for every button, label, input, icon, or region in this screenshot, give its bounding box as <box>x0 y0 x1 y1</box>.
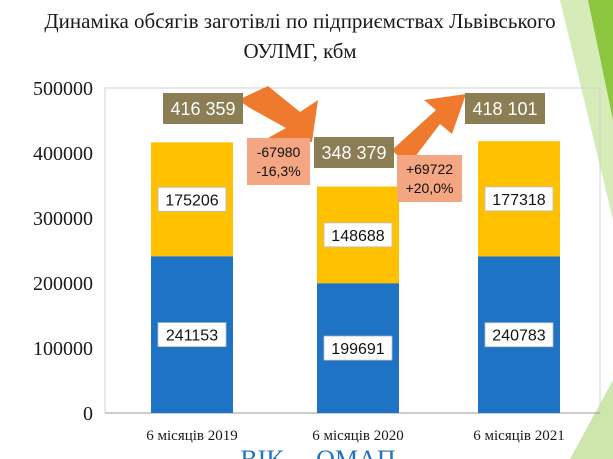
data-label: 240783 <box>492 328 545 345</box>
arrow-decrease-icon <box>238 86 318 142</box>
x-tick-label: 6 місяців 2021 <box>473 428 565 444</box>
total-label: 418 101 <box>472 99 537 119</box>
change-box <box>397 155 462 202</box>
total-box <box>314 137 394 168</box>
arrow-increase-icon <box>392 94 466 166</box>
total-box <box>163 93 243 124</box>
data-label: 241153 <box>166 328 218 345</box>
y-tick-label: 200000 <box>33 273 93 295</box>
change-box <box>247 138 310 185</box>
data-label: 175206 <box>165 192 218 209</box>
total-label: 348 379 <box>321 143 386 163</box>
chart-title: Динаміка обсягів заготівлі по підприємст… <box>0 6 600 66</box>
change-absolute-label: +69722 <box>406 161 453 177</box>
y-tick-label: 400000 <box>33 143 93 165</box>
x-tick-label: 6 місяців 2020 <box>312 428 404 444</box>
total-box <box>465 93 545 124</box>
data-label-box <box>157 186 227 212</box>
data-label-box <box>323 222 393 248</box>
x-tick-label: 6 місяців 2019 <box>146 428 238 444</box>
data-label: 177318 <box>492 192 545 209</box>
data-label: 199691 <box>331 341 384 358</box>
data-label-box <box>157 322 227 348</box>
y-tick-label: 300000 <box>33 208 93 230</box>
y-tick-label: 500000 <box>33 78 93 100</box>
change-percent-label: +20,0% <box>406 180 454 196</box>
chart-title-line2: ОУЛМГ, кбм <box>243 39 357 63</box>
footer-partial-text: ВІК… ОМАП <box>240 445 396 459</box>
total-label: 416 359 <box>170 99 235 119</box>
change-percent-label: -16,3% <box>256 163 300 179</box>
y-tick-label: 0 <box>83 403 93 425</box>
data-label-box <box>484 322 554 348</box>
chart-title-line1: Динаміка обсягів заготівлі по підприємст… <box>44 9 556 33</box>
change-absolute-label: -67980 <box>257 144 301 160</box>
data-label-box <box>323 335 393 361</box>
y-tick-label: 100000 <box>33 338 93 360</box>
data-label: 148688 <box>331 228 384 245</box>
data-label-box <box>484 186 554 212</box>
